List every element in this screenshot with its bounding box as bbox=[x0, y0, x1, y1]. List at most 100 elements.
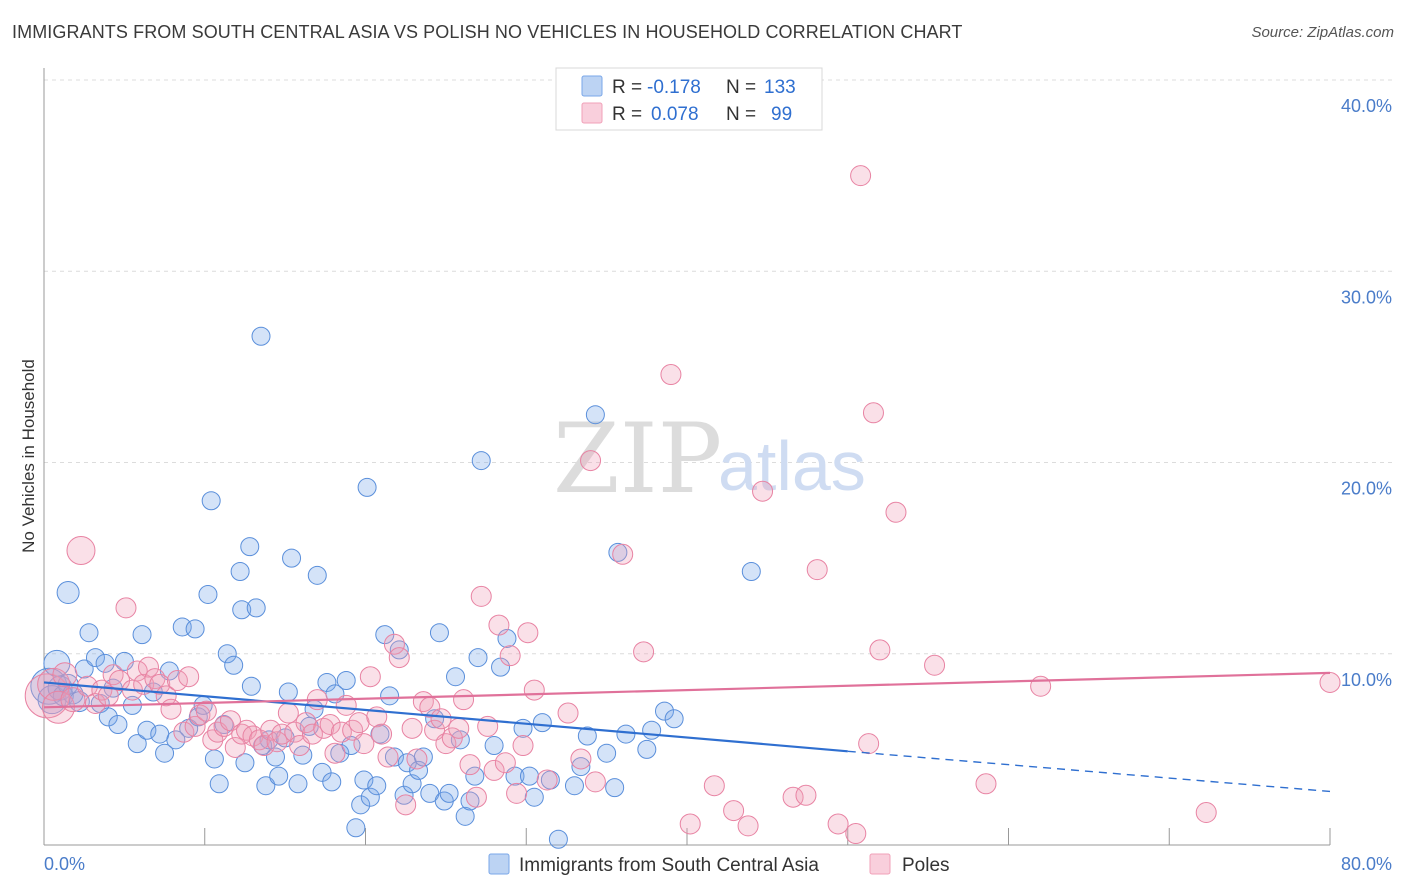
point-blue-90 bbox=[465, 766, 485, 786]
point-pink-58 bbox=[383, 633, 405, 655]
point-pink-75 bbox=[483, 759, 505, 781]
point-blue-20 bbox=[132, 625, 152, 645]
point-pink-40 bbox=[277, 702, 299, 724]
bottom-legend-label-blue: Immigrants from South Central Asia bbox=[519, 855, 819, 876]
point-blue-10 bbox=[79, 623, 99, 643]
series-pink-points bbox=[24, 165, 1341, 845]
point-pink-107 bbox=[1195, 801, 1217, 823]
trend-lines bbox=[43, 671, 1331, 793]
point-pink-47 bbox=[319, 714, 341, 736]
point-pink-93 bbox=[723, 800, 745, 822]
point-pink-87 bbox=[584, 771, 606, 793]
point-pink-110 bbox=[858, 733, 880, 755]
point-blue-57 bbox=[307, 565, 327, 585]
point-pink-3 bbox=[52, 662, 78, 688]
point-blue-51 bbox=[278, 682, 298, 702]
point-blue-103 bbox=[564, 776, 584, 796]
point-blue-93 bbox=[484, 736, 504, 756]
point-blue-46 bbox=[256, 776, 276, 796]
point-pink-18 bbox=[149, 673, 171, 695]
point-pink-83 bbox=[536, 769, 558, 791]
point-pink-60 bbox=[395, 794, 417, 816]
watermark-zip: ZIP bbox=[553, 403, 722, 515]
point-pink-14 bbox=[126, 660, 148, 682]
point-blue-113 bbox=[654, 701, 674, 721]
point-blue-114 bbox=[664, 709, 684, 729]
point-blue-39 bbox=[230, 562, 250, 582]
point-blue-11 bbox=[85, 648, 105, 668]
point-blue-38 bbox=[224, 655, 244, 675]
point-blue-105 bbox=[577, 726, 597, 746]
point-pink-15 bbox=[133, 673, 155, 695]
point-pink-44 bbox=[301, 723, 323, 745]
trend-line-blue-extension bbox=[847, 750, 1331, 793]
point-blue-44 bbox=[246, 598, 266, 618]
point-pink-10 bbox=[102, 664, 124, 686]
point-pink-105 bbox=[975, 773, 997, 795]
point-pink-98 bbox=[806, 559, 828, 581]
watermark-atlas: atlas bbox=[718, 427, 866, 505]
y-tick-labels: 10.0% 20.0% 30.0% 40.0% bbox=[1341, 96, 1392, 690]
point-pink-24 bbox=[184, 715, 206, 737]
point-pink-12 bbox=[115, 597, 137, 619]
point-pink-7 bbox=[84, 692, 106, 714]
point-pink-16 bbox=[137, 656, 159, 678]
point-blue-14 bbox=[98, 707, 118, 727]
legend-n-label-1: N = bbox=[726, 77, 756, 98]
point-pink-95 bbox=[752, 480, 774, 502]
point-pink-88 bbox=[612, 543, 634, 565]
point-blue-115 bbox=[741, 562, 761, 582]
point-pink-77 bbox=[494, 752, 516, 774]
point-pink-102 bbox=[869, 639, 891, 661]
legend-swatch-blue bbox=[581, 75, 603, 97]
point-blue-58 bbox=[312, 762, 332, 782]
point-blue-52 bbox=[282, 548, 302, 568]
point-pink-67 bbox=[435, 733, 457, 755]
point-pink-86 bbox=[580, 450, 602, 472]
legend-r-value-2: 0.078 bbox=[651, 104, 699, 125]
bottom-legend-swatch-pink bbox=[869, 853, 891, 875]
legend-r-label-1: R = bbox=[612, 77, 642, 98]
legend: R = -0.178 N = 133 R = 0.078 N = 99 bbox=[555, 67, 823, 131]
point-blue-73 bbox=[380, 686, 400, 706]
point-blue-37 bbox=[217, 644, 237, 664]
point-pink-19 bbox=[155, 685, 177, 707]
point-pink-84 bbox=[557, 702, 579, 724]
point-pink-26 bbox=[195, 700, 217, 722]
point-blue-8 bbox=[56, 581, 80, 605]
point-pink-73 bbox=[470, 585, 492, 607]
point-pink-80 bbox=[512, 735, 534, 757]
point-pink-99 bbox=[827, 813, 849, 835]
point-pink-100 bbox=[850, 165, 872, 187]
point-pink-49 bbox=[330, 721, 352, 743]
point-pink-53 bbox=[353, 733, 375, 755]
legend-n-value-2: 99 bbox=[771, 104, 792, 125]
point-blue-116 bbox=[251, 326, 271, 346]
point-pink-108 bbox=[1319, 671, 1341, 693]
point-pink-78 bbox=[499, 645, 521, 667]
point-blue-23 bbox=[150, 724, 170, 744]
bottom-legend-label-pink: Poles bbox=[902, 855, 950, 876]
point-blue-85 bbox=[439, 783, 459, 803]
point-blue-67 bbox=[354, 770, 374, 790]
point-blue-110 bbox=[616, 724, 636, 744]
point-blue-26 bbox=[166, 730, 186, 750]
point-blue-91 bbox=[468, 648, 488, 668]
point-blue-98 bbox=[519, 766, 539, 786]
point-pink-61 bbox=[401, 717, 423, 739]
point-pink-89 bbox=[633, 641, 655, 663]
point-pink-5 bbox=[66, 535, 96, 565]
point-blue-49 bbox=[269, 766, 289, 786]
legend-swatch-pink bbox=[581, 102, 603, 124]
point-blue-59 bbox=[317, 672, 337, 692]
point-blue-34 bbox=[204, 749, 224, 769]
point-blue-86 bbox=[446, 667, 466, 687]
point-pink-71 bbox=[459, 754, 481, 776]
point-pink-54 bbox=[359, 666, 381, 688]
point-blue-88 bbox=[455, 806, 475, 826]
point-blue-19 bbox=[127, 734, 147, 754]
bottom-legend: Immigrants from South Central Asia Poles bbox=[488, 853, 950, 876]
point-blue-43 bbox=[241, 676, 261, 696]
point-blue-24 bbox=[155, 743, 175, 763]
